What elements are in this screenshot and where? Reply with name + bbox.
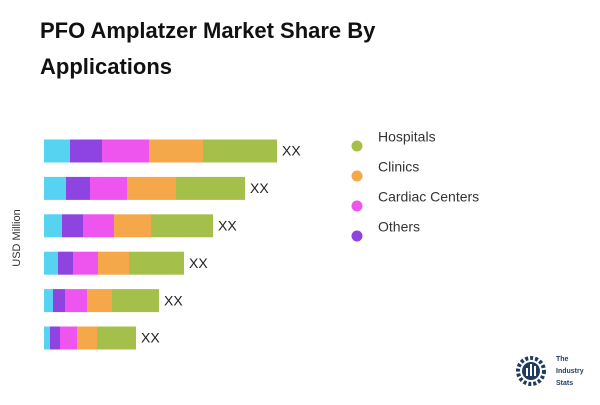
bar-segment xyxy=(53,289,65,313)
legend-label: Clinics xyxy=(378,159,419,175)
bar-segment xyxy=(149,139,203,163)
bar-segment xyxy=(60,326,77,350)
bar-segment xyxy=(129,251,184,275)
bar-segment xyxy=(65,289,87,313)
bar-segment xyxy=(77,326,97,350)
bar-segment xyxy=(66,176,90,200)
logo-text: The xyxy=(556,356,569,363)
legend-label: Others xyxy=(378,219,420,235)
logo-gear xyxy=(516,356,546,386)
bar-segment xyxy=(114,214,151,238)
y-axis-label: USD Million xyxy=(11,209,23,266)
bar-segment xyxy=(102,139,149,163)
logo-bar xyxy=(530,364,532,376)
data-label: XX xyxy=(189,255,208,271)
logo-bar xyxy=(526,368,528,376)
bar-segment xyxy=(62,214,83,238)
bar-segment xyxy=(127,176,176,200)
bar-segment xyxy=(151,214,213,238)
logo-bar xyxy=(534,366,536,376)
legend-label: Hospitals xyxy=(378,129,436,145)
bar-segment xyxy=(70,139,102,163)
logo-text: Stats xyxy=(556,380,573,387)
bar-segment xyxy=(98,251,129,275)
data-label: XX xyxy=(250,180,269,196)
bar-segment xyxy=(44,326,50,350)
bar-segment xyxy=(73,251,98,275)
chart-title: PFO Amplatzer Market Share By Application… xyxy=(40,18,376,79)
logo: The Industry Stats xyxy=(516,356,584,387)
bar-segment xyxy=(44,289,53,313)
bar-segment xyxy=(176,176,245,200)
bar-segment xyxy=(112,289,159,313)
bar-segment xyxy=(44,139,70,163)
data-label: XX xyxy=(282,143,301,159)
legend-marker xyxy=(351,230,363,242)
bar-segment xyxy=(58,251,73,275)
bar-segment xyxy=(83,214,114,238)
bar-segment xyxy=(203,139,277,163)
legend-marker xyxy=(351,200,363,212)
bar-segment xyxy=(87,289,112,313)
data-label: XX xyxy=(141,330,160,346)
data-label: XX xyxy=(164,292,183,308)
bar-segment xyxy=(97,326,136,350)
bar-segment xyxy=(44,251,58,275)
logo-text: Industry xyxy=(556,368,584,375)
bar-segment xyxy=(50,326,60,350)
legend-marker xyxy=(351,140,363,152)
bar-segment xyxy=(44,176,66,200)
bar-segment xyxy=(44,214,62,238)
bar-segment xyxy=(90,176,127,200)
data-label: XX xyxy=(218,218,237,234)
legend-marker xyxy=(351,170,363,182)
legend-label: Cardiac Centers xyxy=(378,189,479,205)
